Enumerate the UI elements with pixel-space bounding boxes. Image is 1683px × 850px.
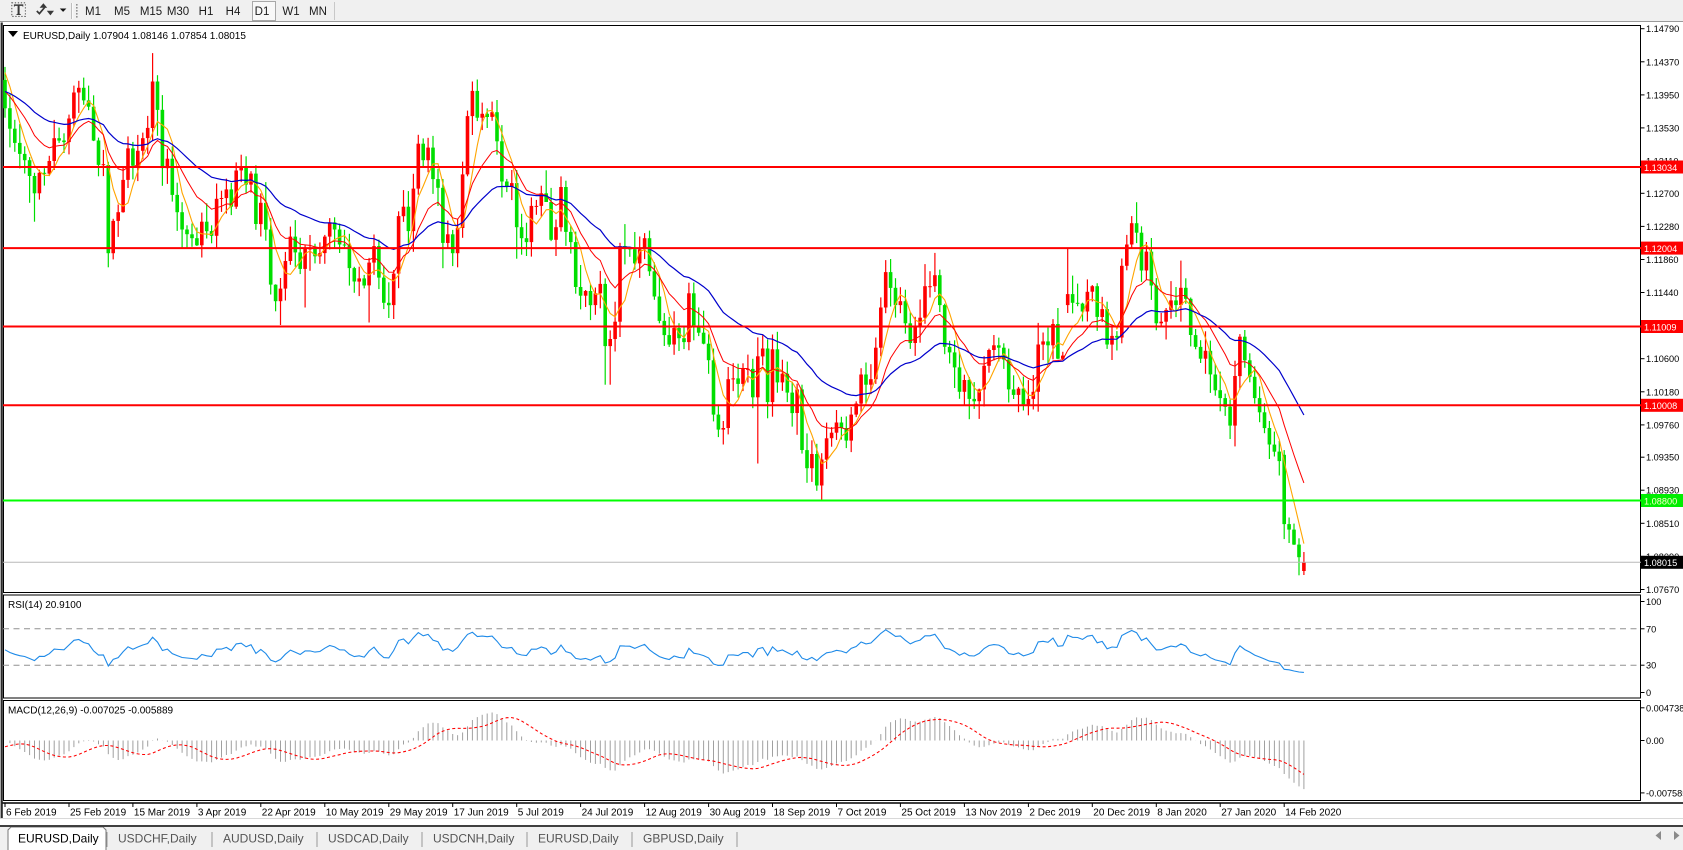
svg-text:0: 0 bbox=[1646, 688, 1651, 698]
svg-text:USDCNH,Daily: USDCNH,Daily bbox=[433, 832, 514, 846]
svg-text:1.08510: 1.08510 bbox=[1646, 519, 1679, 529]
svg-text:1.08800: 1.08800 bbox=[1644, 496, 1677, 506]
svg-text:USDCAD,Daily: USDCAD,Daily bbox=[328, 832, 409, 846]
svg-text:1.07670: 1.07670 bbox=[1646, 585, 1679, 595]
svg-text:2 Dec 2019: 2 Dec 2019 bbox=[1029, 808, 1081, 819]
svg-text:20 Dec 2019: 20 Dec 2019 bbox=[1093, 808, 1150, 819]
svg-text:1.10180: 1.10180 bbox=[1646, 387, 1679, 397]
svg-text:24 Jul 2019: 24 Jul 2019 bbox=[582, 808, 634, 819]
svg-text:15 Mar 2019: 15 Mar 2019 bbox=[134, 808, 191, 819]
svg-text:M1: M1 bbox=[85, 6, 101, 18]
svg-text:10 May 2019: 10 May 2019 bbox=[326, 808, 384, 819]
svg-text:-0.007585: -0.007585 bbox=[1646, 788, 1683, 798]
svg-text:1.11860: 1.11860 bbox=[1646, 255, 1679, 265]
svg-text:30 Aug 2019: 30 Aug 2019 bbox=[710, 808, 767, 819]
svg-text:1.14790: 1.14790 bbox=[1646, 24, 1679, 34]
svg-text:0.00: 0.00 bbox=[1646, 736, 1664, 746]
svg-text:8 Jan 2020: 8 Jan 2020 bbox=[1157, 808, 1207, 819]
svg-text:H4: H4 bbox=[226, 6, 241, 18]
svg-text:AUDUSD,Daily: AUDUSD,Daily bbox=[223, 832, 304, 846]
svg-text:3 Apr 2019: 3 Apr 2019 bbox=[198, 808, 247, 819]
svg-text:17 Jun 2019: 17 Jun 2019 bbox=[454, 808, 509, 819]
svg-text:100: 100 bbox=[1646, 597, 1661, 607]
svg-text:1.12700: 1.12700 bbox=[1646, 189, 1679, 199]
svg-text:1.08930: 1.08930 bbox=[1646, 486, 1679, 496]
svg-text:7 Oct 2019: 7 Oct 2019 bbox=[838, 808, 887, 819]
svg-text:1.09350: 1.09350 bbox=[1646, 453, 1679, 463]
svg-text:25 Oct 2019: 25 Oct 2019 bbox=[901, 808, 956, 819]
svg-text:18 Sep 2019: 18 Sep 2019 bbox=[774, 808, 831, 819]
svg-text:D1: D1 bbox=[255, 6, 270, 18]
svg-text:14 Feb 2020: 14 Feb 2020 bbox=[1285, 808, 1342, 819]
svg-text:13 Nov 2019: 13 Nov 2019 bbox=[965, 808, 1022, 819]
svg-text:M5: M5 bbox=[114, 6, 130, 18]
svg-text:12 Aug 2019: 12 Aug 2019 bbox=[646, 808, 703, 819]
svg-text:1.13950: 1.13950 bbox=[1646, 90, 1679, 100]
svg-text:1.11440: 1.11440 bbox=[1646, 288, 1679, 298]
svg-text:MN: MN bbox=[309, 6, 327, 18]
svg-text:1.12280: 1.12280 bbox=[1646, 222, 1679, 232]
svg-text:H1: H1 bbox=[199, 6, 214, 18]
svg-text:1.13530: 1.13530 bbox=[1646, 123, 1679, 133]
svg-text:5 Jul 2019: 5 Jul 2019 bbox=[518, 808, 565, 819]
svg-text:MACD(12,26,9) -0.007025 -0.005: MACD(12,26,9) -0.007025 -0.005889 bbox=[8, 706, 174, 717]
svg-text:1.13034: 1.13034 bbox=[1644, 163, 1677, 173]
svg-text:M15: M15 bbox=[140, 6, 162, 18]
svg-text:27 Jan 2020: 27 Jan 2020 bbox=[1221, 808, 1276, 819]
svg-text:30: 30 bbox=[1646, 661, 1656, 671]
svg-text:EURUSD,Daily: EURUSD,Daily bbox=[538, 832, 619, 846]
svg-text:M30: M30 bbox=[167, 6, 189, 18]
svg-text:1.10008: 1.10008 bbox=[1644, 401, 1677, 411]
svg-text:EURUSD,Daily 1.07904 1.08146: EURUSD,Daily 1.07904 1.08146 1.07854 1.0… bbox=[23, 31, 246, 42]
svg-text:1.12004: 1.12004 bbox=[1644, 244, 1677, 254]
svg-text:25 Feb 2019: 25 Feb 2019 bbox=[70, 808, 127, 819]
svg-text:USDCHF,Daily: USDCHF,Daily bbox=[118, 832, 197, 846]
svg-text:1.09760: 1.09760 bbox=[1646, 420, 1679, 430]
svg-text:70: 70 bbox=[1646, 624, 1656, 634]
svg-text:1.08015: 1.08015 bbox=[1644, 558, 1677, 568]
svg-text:1.10600: 1.10600 bbox=[1646, 354, 1679, 364]
svg-text:1.11009: 1.11009 bbox=[1644, 322, 1677, 332]
svg-text:1.14370: 1.14370 bbox=[1646, 57, 1679, 67]
svg-text:EURUSD,Daily: EURUSD,Daily bbox=[18, 832, 99, 846]
svg-text:29 May 2019: 29 May 2019 bbox=[390, 808, 448, 819]
svg-text:W1: W1 bbox=[282, 6, 299, 18]
svg-text:6 Feb 2019: 6 Feb 2019 bbox=[6, 808, 57, 819]
svg-text:RSI(14) 20.9100: RSI(14) 20.9100 bbox=[8, 600, 82, 611]
svg-text:22 Apr 2019: 22 Apr 2019 bbox=[262, 808, 316, 819]
svg-text:GBPUSD,Daily: GBPUSD,Daily bbox=[643, 832, 724, 846]
svg-text:0.004738: 0.004738 bbox=[1646, 703, 1683, 713]
